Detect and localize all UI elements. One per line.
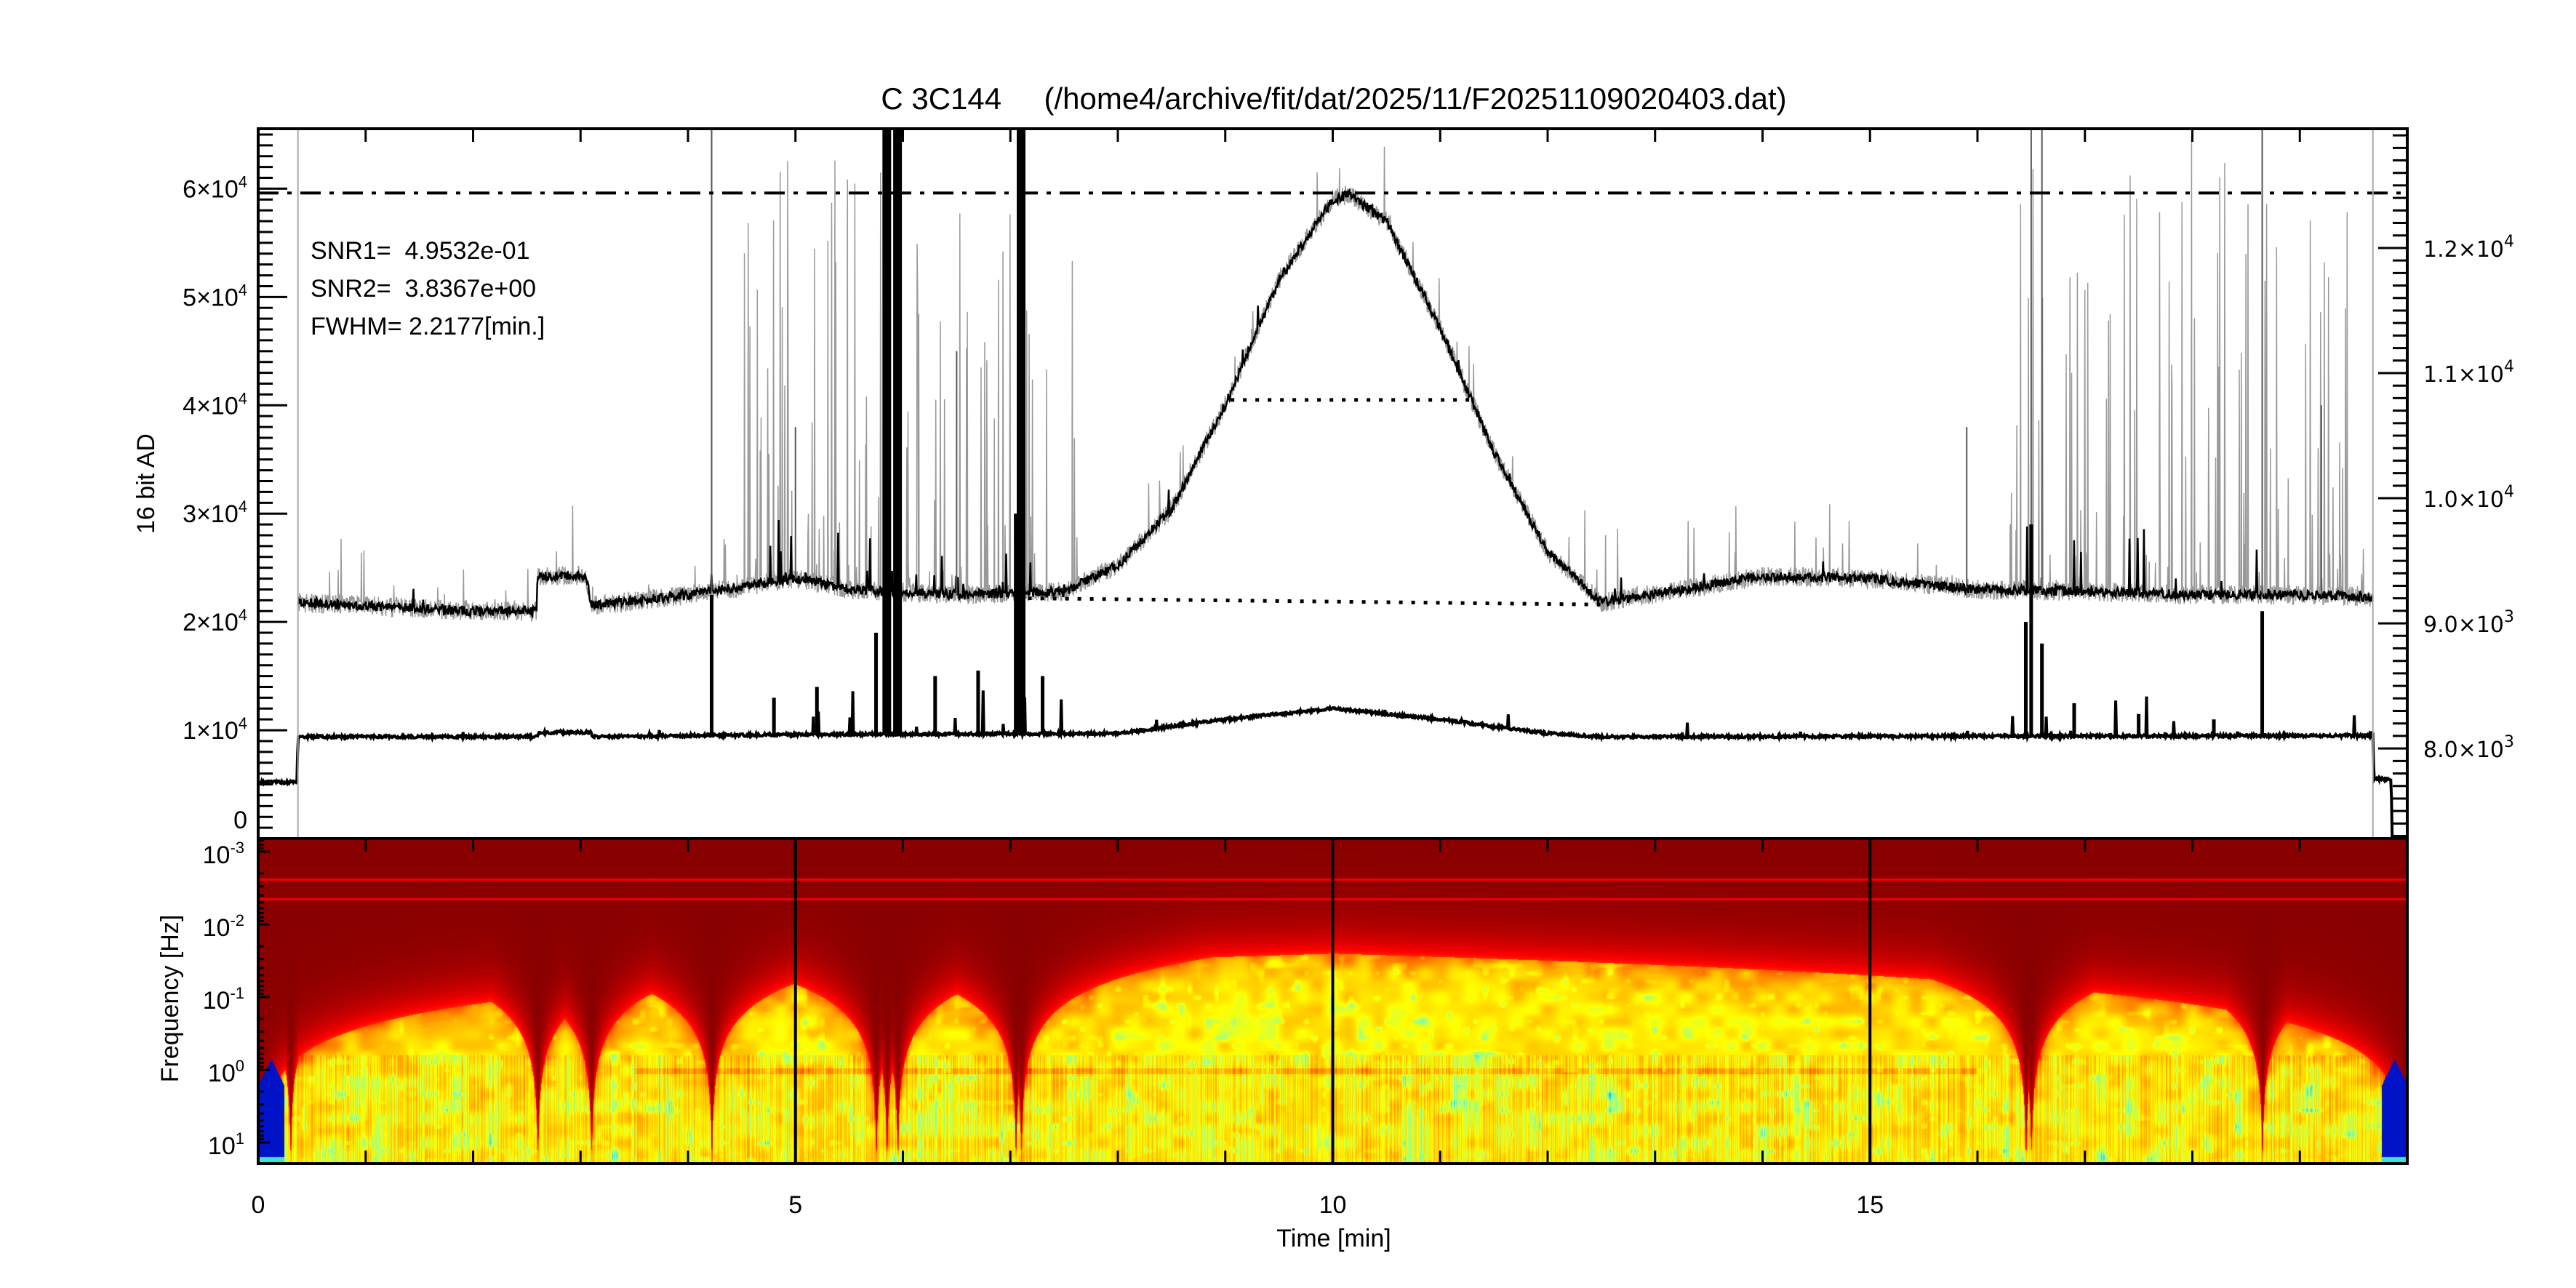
tick-label-base: 6×10 bbox=[183, 175, 239, 203]
tick-label-exponent: 1 bbox=[236, 1129, 244, 1148]
tick-label-exponent: -1 bbox=[230, 984, 244, 1002]
tick-label-base: 1×10 bbox=[183, 717, 239, 745]
tick-label-base: 10 bbox=[208, 1060, 236, 1087]
tick-label-base: 8.0×10 bbox=[2423, 737, 2504, 763]
tick-label-base: 1.0×10 bbox=[2423, 487, 2504, 513]
tick-label-base: 4×10 bbox=[183, 392, 239, 420]
y-tick-label-right: 1.0×104 bbox=[2423, 483, 2514, 513]
y-axis-label-frequency: Frequency [Hz] bbox=[156, 915, 184, 1083]
y-tick-label-right: 9.0×103 bbox=[2423, 608, 2514, 638]
snr2-annotation: SNR2= 3.8367e+00 bbox=[311, 275, 536, 303]
tick-label-base: 5×10 bbox=[183, 284, 239, 311]
x-tick-label: 15 bbox=[1856, 1191, 1884, 1219]
spectrogram-frame bbox=[257, 837, 2409, 1165]
y-tick-label-frequency: 101 bbox=[208, 1129, 244, 1160]
y-axis-label-left: 16 bit AD bbox=[132, 433, 160, 534]
y-tick-label-left: 4×104 bbox=[183, 389, 247, 420]
tick-label-exponent: 4 bbox=[239, 172, 247, 191]
y-tick-label-right: 1.1×104 bbox=[2423, 358, 2514, 388]
tick-label-exponent: 3 bbox=[2504, 733, 2514, 751]
x-tick-label: 10 bbox=[1319, 1191, 1347, 1219]
reference-lines bbox=[258, 129, 2407, 1164]
snr1-annotation: SNR1= 4.9532e-01 bbox=[311, 237, 529, 265]
y-tick-label-left: 3×104 bbox=[183, 497, 247, 528]
x-tick-label: 0 bbox=[252, 1191, 265, 1219]
y-tick-label-right: 8.0×103 bbox=[2423, 733, 2514, 763]
y-tick-label-frequency: 100 bbox=[208, 1057, 244, 1087]
tick-labels: 01×1042×1043×1044×1045×1046×1048.0×1039.… bbox=[183, 172, 2514, 1219]
y-tick-label-frequency: 10-1 bbox=[203, 984, 244, 1015]
tick-label-exponent: 4 bbox=[239, 389, 247, 407]
x-tick-label: 5 bbox=[788, 1191, 802, 1219]
y-tick-label-left: 5×104 bbox=[183, 281, 247, 311]
chart-title: C 3C144 (/home4/archive/fit/dat/2025/11/… bbox=[881, 81, 1786, 116]
y-tick-label-frequency: 10-2 bbox=[203, 911, 244, 942]
tick-label-exponent: 4 bbox=[239, 714, 247, 732]
tick-label-base: 3×10 bbox=[183, 500, 239, 528]
tick-label-exponent: 4 bbox=[2504, 233, 2514, 251]
y-tick-label-frequency: 10-3 bbox=[203, 839, 244, 869]
tick-label-base: 1.2×10 bbox=[2423, 237, 2504, 263]
tick-label-exponent: 3 bbox=[2504, 608, 2514, 626]
y-tick-label-left: 6×104 bbox=[183, 172, 247, 203]
tick-label-exponent: 4 bbox=[239, 606, 247, 624]
tick-label-exponent: 4 bbox=[239, 281, 247, 299]
y-tick-label-right: 1.2×104 bbox=[2423, 233, 2514, 263]
tick-label-base: 1.1×10 bbox=[2423, 362, 2504, 388]
axis-ticks bbox=[258, 129, 2407, 1164]
tick-label-exponent: 4 bbox=[2504, 358, 2514, 376]
tick-label-exponent: -2 bbox=[230, 911, 244, 929]
tick-label-base: 9.0×10 bbox=[2423, 612, 2504, 638]
y-tick-label-left: 0 bbox=[233, 807, 247, 834]
tick-label-exponent: 0 bbox=[236, 1057, 244, 1075]
tick-label-exponent: -3 bbox=[230, 839, 244, 857]
y-tick-label-left: 1×104 bbox=[183, 714, 247, 745]
x-axis-label: Time [min] bbox=[1276, 1225, 1391, 1252]
baseline-line bbox=[1015, 596, 1601, 607]
traces-group bbox=[258, 129, 2407, 839]
tick-label-base: 10 bbox=[203, 914, 231, 942]
y-tick-label-left: 2×104 bbox=[183, 606, 247, 636]
tick-label-base: 10 bbox=[203, 841, 231, 869]
tick-label-exponent: 4 bbox=[2504, 483, 2514, 501]
smoothed-signal-trace bbox=[297, 188, 2374, 619]
fwhm-annotation: FWHM= 2.2177[min.] bbox=[311, 313, 545, 340]
tick-label-exponent: 4 bbox=[239, 497, 247, 516]
raw-signal-trace bbox=[297, 135, 2374, 623]
tick-label-base: 10 bbox=[208, 1132, 236, 1160]
reference-signal-trace bbox=[258, 690, 2407, 839]
tick-label-base: 10 bbox=[203, 987, 231, 1015]
tick-label-base: 0 bbox=[233, 807, 247, 834]
tick-label-base: 2×10 bbox=[183, 609, 239, 636]
